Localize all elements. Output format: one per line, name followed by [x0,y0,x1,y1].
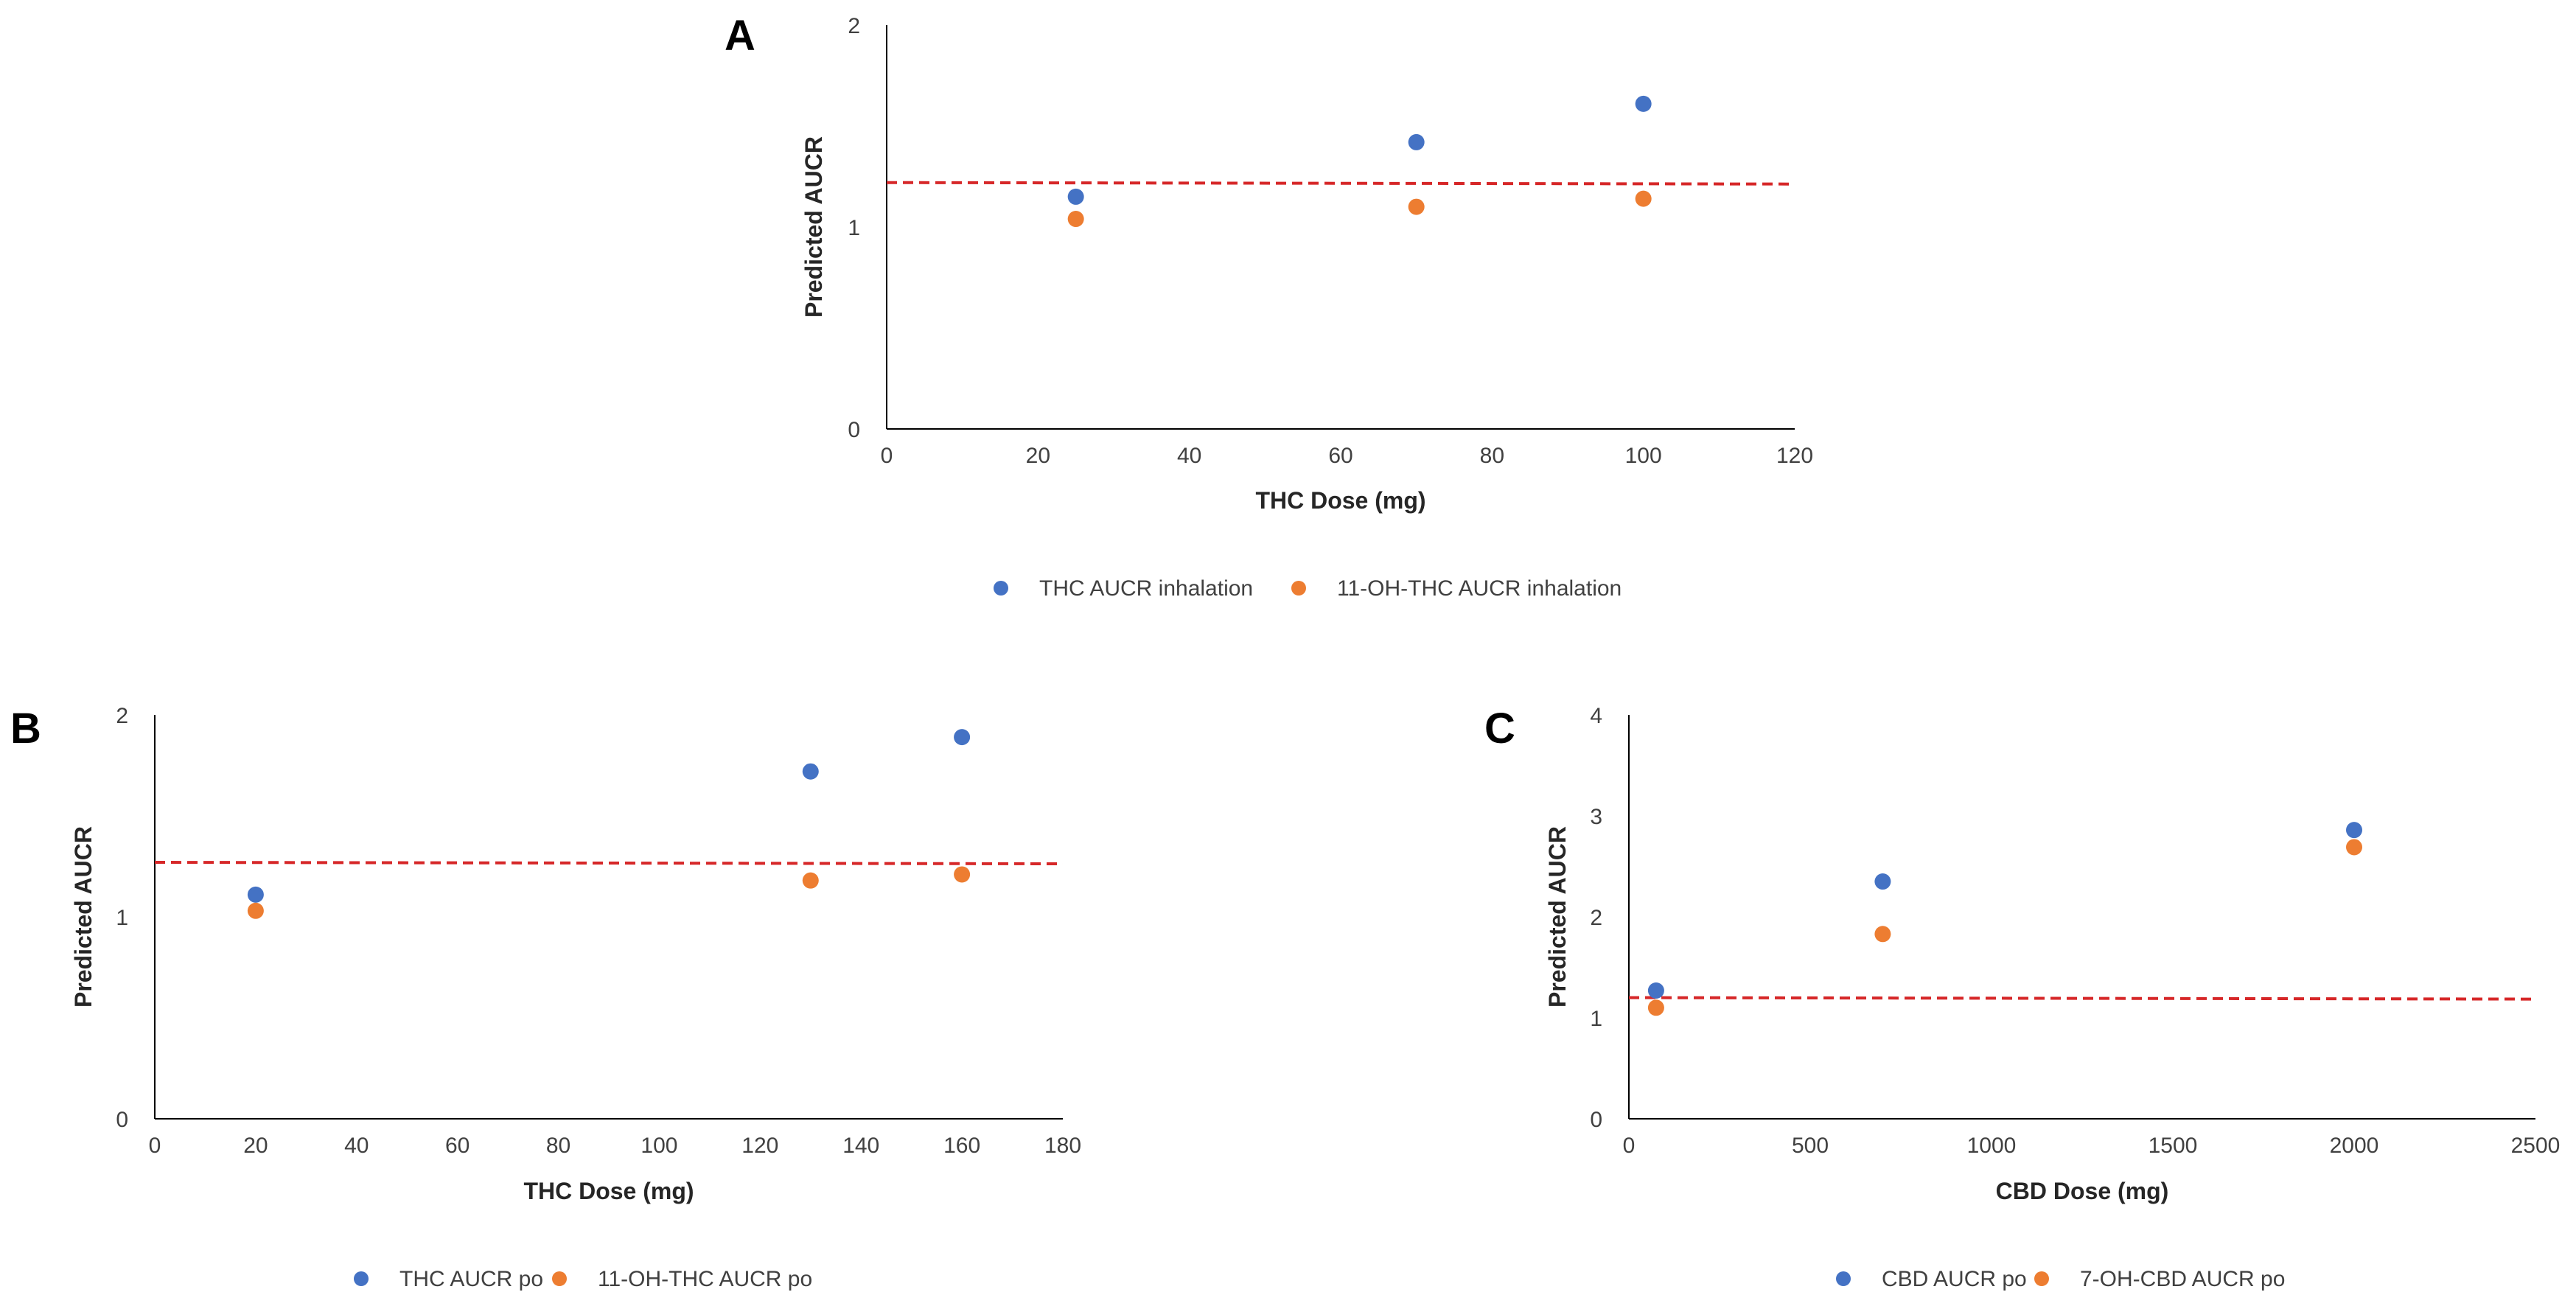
x-tick-label: 60 [445,1134,470,1158]
data-point [1067,211,1084,228]
x-tick-label: 120 [741,1134,778,1158]
x-tick-label: 2500 [2511,1134,2561,1158]
x-tick-label: 60 [1328,444,1352,468]
data-point [1647,999,1664,1016]
reference-line [886,181,1795,186]
legend-label: THC AUCR po [399,1267,543,1291]
y-tick-label: 2 [116,704,128,728]
panel-a: 0 20 40 60 80 100 120 0 1 2 THC Dose (mg) Predicted… [725,12,1813,601]
x-axis-title: CBD Dose (mg) [1996,1178,2169,1204]
x-tick-label: 120 [1776,444,1813,468]
x-tick-label: 0 [1623,1134,1636,1158]
x-tick-label: 100 [640,1134,677,1158]
reference-line [154,861,1064,866]
legend-label: THC AUCR inhalation [1039,576,1253,601]
legend-label: 11-OH-THC AUCR inhalation [1337,576,1622,601]
panel-c: 0 500 1000 1500 2000 2500 0 1 2 3 4 CBD Dose (mg) Pr… [1484,704,2560,1291]
x-tick-label: 80 [1480,444,1504,468]
y-tick-label: 4 [1590,704,1602,728]
x-tick-label: 140 [842,1134,879,1158]
data-point [1647,982,1664,999]
x-axis-title: THC Dose (mg) [1255,487,1425,514]
y-axis-title: Predicted AUCR [70,826,97,1008]
data-point [954,729,971,746]
x-tick-label: 1500 [2149,1134,2198,1158]
data-point [1874,926,1891,943]
x-tick-label: 100 [1625,444,1662,468]
x-tick-label: 500 [1792,1134,1829,1158]
x-tick-label: 80 [546,1134,570,1158]
data-point [1635,95,1652,112]
x-tick-label: 1000 [1967,1134,2017,1158]
y-tick-label: 0 [848,418,860,442]
data-point [2346,822,2362,839]
panel-label: A [725,12,755,60]
panel-label: B [10,705,41,752]
y-tick-label: 2 [1590,906,1602,930]
legend-marker [994,581,1008,596]
data-point [1635,190,1652,207]
panel-b: 0 20 40 60 80 100 120 140 160 180 0 1 2 THC Dose (mg)… [10,704,1081,1291]
legend-marker [354,1271,369,1286]
legend-marker [552,1271,567,1286]
data-point [802,872,819,889]
reference-line [1628,996,2536,1001]
x-tick-label: 20 [1026,444,1050,468]
x-tick-label: 40 [1177,444,1201,468]
panel-label: C [1484,705,1515,752]
x-tick-label: 160 [943,1134,980,1158]
data-point [247,902,264,919]
y-tick-label: 2 [848,14,860,38]
y-tick-label: 1 [1590,1007,1602,1031]
data-point [802,763,819,780]
legend-marker [1836,1271,1851,1286]
legend-label: CBD AUCR po [1882,1267,2027,1291]
y-axis-title: Predicted AUCR [1544,826,1571,1008]
y-tick-label: 0 [116,1108,128,1132]
y-tick-label: 1 [848,216,860,240]
x-axis-title: THC Dose (mg) [523,1178,694,1204]
data-point [954,866,971,883]
legend-label: 7-OH-CBD AUCR po [2080,1267,2285,1291]
x-tick-label: 180 [1044,1134,1081,1158]
data-point [2346,839,2362,856]
x-tick-label: 20 [243,1134,268,1158]
y-tick-label: 3 [1590,805,1602,829]
data-point [247,886,264,903]
x-tick-label: 40 [344,1134,369,1158]
data-point [1408,133,1425,150]
data-point [1408,198,1425,215]
x-tick-label: 0 [881,444,893,468]
data-point [1874,873,1891,890]
legend-marker [2034,1271,2049,1286]
x-tick-label: 0 [149,1134,161,1158]
legend-label: 11-OH-THC AUCR po [598,1267,812,1291]
y-tick-label: 1 [116,906,128,930]
x-tick-label: 2000 [2330,1134,2379,1158]
legend-marker [1291,581,1306,596]
y-axis-title: Predicted AUCR [800,136,827,318]
data-point [1067,188,1084,205]
y-tick-label: 0 [1590,1108,1602,1132]
